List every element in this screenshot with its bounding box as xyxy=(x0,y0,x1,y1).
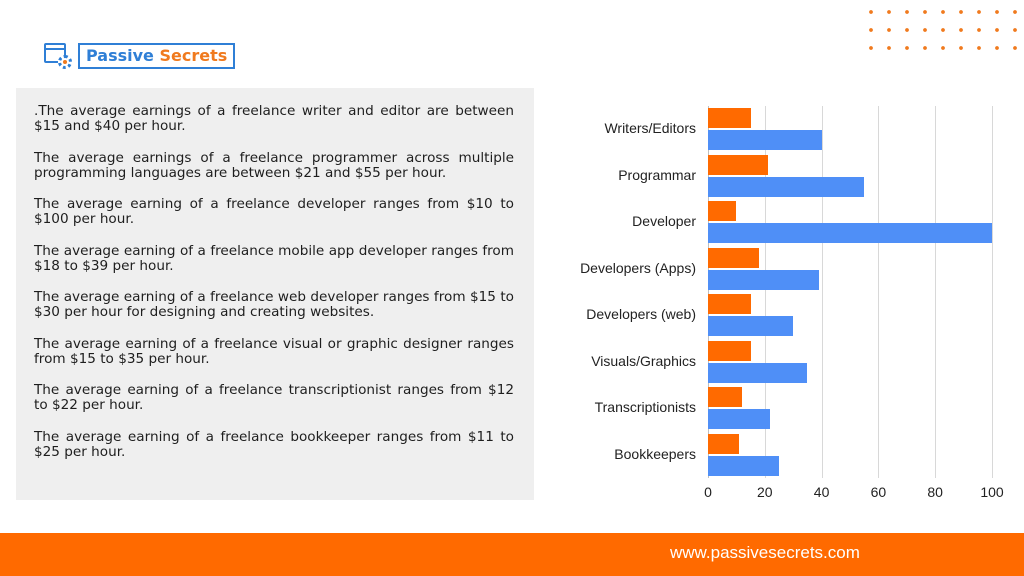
earnings-text-panel: .The average earnings of a freelance wri… xyxy=(16,88,534,500)
category-label: Developer xyxy=(632,213,696,229)
max-rate-bar xyxy=(708,176,865,197)
category-label: Visuals/Graphics xyxy=(591,352,696,369)
paragraph: The average earning of a freelance devel… xyxy=(34,196,514,227)
max-rate-bar xyxy=(708,223,992,243)
category-label: Writers/Editors xyxy=(604,120,696,136)
logo-gear-icon xyxy=(44,43,74,69)
min-rate-bar xyxy=(708,340,751,361)
category-label: Bookkeepers xyxy=(614,445,696,462)
paragraph: The average earning of a freelance trans… xyxy=(34,382,514,413)
min-rate-bar xyxy=(708,154,768,175)
category-label: Developers (web) xyxy=(586,306,696,322)
paragraph: The average earning of a freelance visua… xyxy=(34,335,514,367)
x-tick-label: 60 xyxy=(870,484,887,500)
min-rate-bar xyxy=(708,247,760,268)
min-rate-bar xyxy=(708,433,740,454)
website-url[interactable]: www.passivesecrets.com xyxy=(670,543,860,562)
x-tick-label: 100 xyxy=(980,484,1004,500)
paragraph: The average earning of a freelance web d… xyxy=(34,289,514,320)
paragraph: The average earning of a freelance bookk… xyxy=(34,428,514,460)
min-rate-bar xyxy=(708,201,737,221)
y-axis-line xyxy=(708,106,709,478)
category-label: Transcriptionists xyxy=(594,399,696,415)
x-tick-label: 0 xyxy=(704,484,712,500)
paragraph: The average earning of a freelance mobil… xyxy=(34,242,514,274)
gridline xyxy=(935,106,937,478)
x-tick-label: 20 xyxy=(757,484,773,500)
paragraph: The average earnings of a freelance prog… xyxy=(34,149,514,181)
gridline xyxy=(878,106,880,478)
footer-bar: www.passivesecrets.com xyxy=(0,533,1024,576)
min-rate-bar xyxy=(708,294,751,314)
max-rate-bar xyxy=(708,316,794,336)
gridline xyxy=(992,106,993,478)
max-rate-bar xyxy=(708,409,771,429)
plot-area xyxy=(708,106,993,478)
x-tick-label: 40 xyxy=(813,484,830,500)
decorative-dot-grid xyxy=(862,3,1024,63)
earnings-bar-chart: 0 20 40 60 80 100 Writers/Editors Programmar Dev… xyxy=(540,100,1024,510)
max-rate-bar xyxy=(708,269,819,290)
min-rate-bar xyxy=(708,108,751,128)
max-rate-bar xyxy=(708,130,822,150)
x-tick-label: 80 xyxy=(927,484,943,500)
gridline xyxy=(821,106,823,478)
logo: Passive Secrets xyxy=(44,42,236,70)
logo-text: Passive Secrets xyxy=(78,43,236,69)
gridline xyxy=(764,106,766,478)
max-rate-bar xyxy=(708,362,808,383)
category-label: Developers (Apps) xyxy=(580,259,696,276)
category-label: Programmar xyxy=(618,166,696,183)
paragraph: .The average earnings of a freelance wri… xyxy=(34,103,514,134)
min-rate-bar xyxy=(708,387,743,407)
max-rate-bar xyxy=(708,455,779,476)
